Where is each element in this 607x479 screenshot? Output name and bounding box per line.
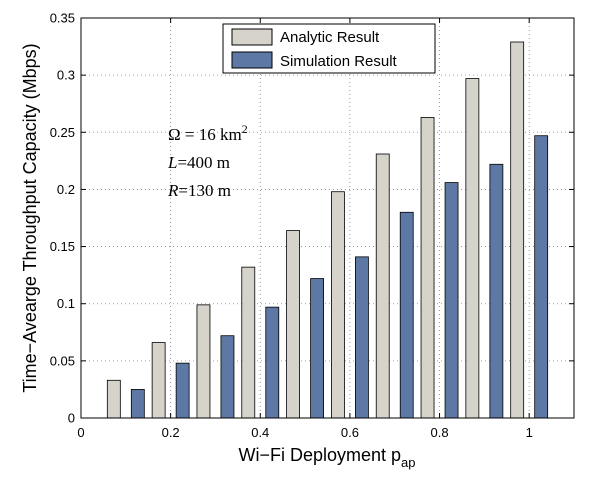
- x-tick-label: 0.6: [341, 425, 359, 440]
- bar-analytic-3: [196, 304, 211, 419]
- x-tick-label: 0.8: [431, 425, 449, 440]
- x-tick-label: 0.4: [251, 425, 269, 440]
- y-tick-label: 0.1: [57, 296, 75, 311]
- y-tick-label: 0.35: [50, 11, 75, 26]
- bar-analytic-6: [331, 191, 345, 419]
- annotation: Ω = 16 km2 L=400 m R=130 m: [167, 122, 248, 200]
- y-tick-label: 0.15: [50, 239, 75, 254]
- y-axis-label: Time−Avearge Throughput Capacity (Mbps): [20, 43, 40, 392]
- bar-simulation-9: [489, 163, 504, 419]
- bars: [106, 41, 549, 419]
- bar-simulation-1: [130, 389, 145, 419]
- y-tick-label: 0.05: [50, 353, 75, 368]
- bar-simulation-10: [534, 135, 549, 419]
- bar-simulation-3: [220, 335, 235, 419]
- legend-label-simulation: Simulation Result: [280, 53, 398, 70]
- ticks: 0 0.05 0.1 0.15 0.2 0.25 0.3 0.35 0 0.2 0.4 0.6 0.8 1: [50, 11, 574, 440]
- legend: Analytic Result Simulation Result: [222, 23, 436, 74]
- bar-simulation-7: [399, 211, 414, 419]
- bar-analytic-4: [241, 266, 256, 419]
- x-tick-label: 0.2: [162, 425, 180, 440]
- y-tick-label: 0.25: [50, 125, 75, 140]
- bar-analytic-9: [465, 78, 480, 419]
- bar-simulation-4: [265, 306, 280, 419]
- y-tick-label: 0: [68, 411, 75, 426]
- x-tick-label: 0: [77, 425, 84, 440]
- y-tick-label: 0.2: [57, 182, 75, 197]
- bar-analytic-7: [375, 153, 390, 419]
- bar-analytic-2: [151, 342, 166, 419]
- bar-analytic-5: [286, 230, 300, 419]
- bar-simulation-6: [355, 256, 369, 419]
- bar-analytic-1: [106, 379, 121, 419]
- y-tick-label: 0.3: [57, 68, 75, 83]
- x-axis-label: Wi−Fi Deployment pap: [238, 445, 415, 470]
- annotation-area: Ω = 16 km2: [168, 122, 248, 144]
- x-tick-label: 1: [526, 425, 533, 440]
- plot-frame: [80, 17, 575, 419]
- bar-simulation-2: [175, 362, 190, 419]
- legend-swatch-simulation: [231, 51, 273, 69]
- annotation-length: L=400 m: [167, 153, 230, 172]
- legend-label-analytic: Analytic Result: [280, 29, 380, 46]
- bar-simulation-8: [444, 182, 459, 419]
- legend-swatch-analytic: [231, 28, 273, 46]
- bar-analytic-10: [510, 41, 525, 419]
- bar-simulation-5: [310, 278, 324, 419]
- bar-analytic-8: [420, 117, 435, 419]
- annotation-range: R=130 m: [167, 181, 231, 200]
- grid-lines: [81, 18, 574, 418]
